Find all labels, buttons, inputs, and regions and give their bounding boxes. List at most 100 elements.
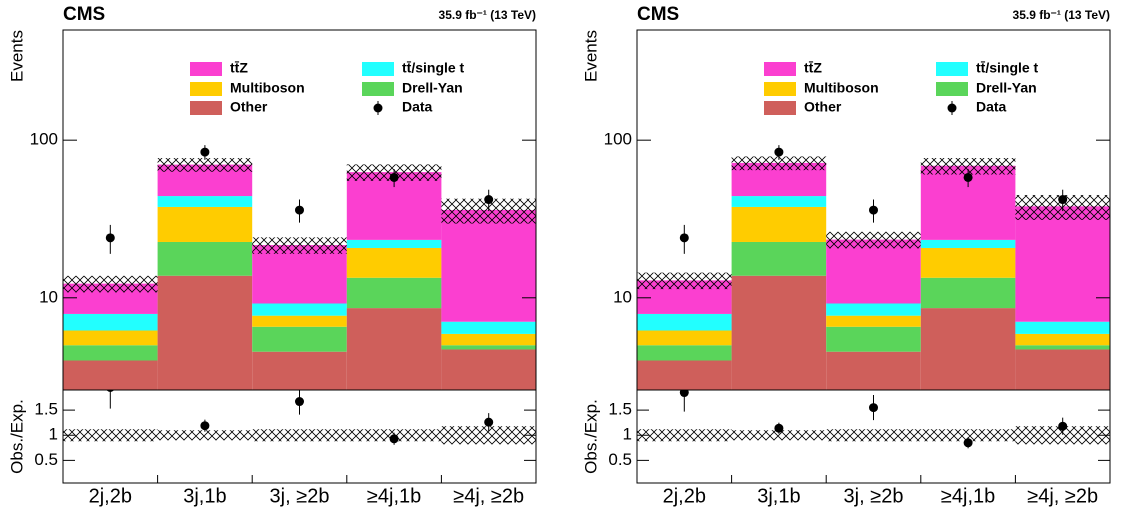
- bar-segment: [441, 349, 536, 390]
- ratio-uncertainty-band: [920, 429, 1016, 442]
- x-tick-label: ≥4j, ≥2b: [453, 485, 524, 507]
- x-tick-label: ≥4j,1b: [367, 485, 421, 507]
- legend-swatch: [936, 62, 968, 76]
- bar-segment: [441, 333, 536, 346]
- bar-segment: [1015, 333, 1110, 346]
- legend-label: tt̄Z: [230, 59, 248, 75]
- uncertainty-band: [826, 231, 921, 249]
- bar-segment: [637, 330, 732, 346]
- chart: 2j,2b 3j,1b 3j, ≥2b ≥4j,1b ≥4j, ≥2b 10 100 0.5 1…: [581, 4, 1111, 507]
- experiment-label: CMS: [63, 4, 105, 25]
- bar-segment: [731, 196, 827, 207]
- legend-swatch: [936, 82, 968, 96]
- x-tick-label: 2j,2b: [663, 485, 706, 507]
- bar-segment: [920, 239, 1016, 248]
- legend-swatch: [190, 62, 222, 76]
- bar-segment: [441, 321, 536, 334]
- bar-segment: [1015, 345, 1110, 350]
- bar-segment: [1015, 206, 1110, 322]
- main-plot: [63, 145, 536, 390]
- ratio-point: [484, 417, 494, 427]
- ratio-y-tick-label: 1.5: [34, 400, 58, 419]
- ratio-uncertainty-band: [157, 430, 253, 441]
- bar-segment: [63, 330, 158, 346]
- legend-label: Data: [402, 99, 433, 115]
- bar-segment: [920, 247, 1016, 278]
- legend-label: Drell-Yan: [402, 80, 463, 96]
- ratio-y-tick-label: 0.5: [608, 450, 632, 469]
- luminosity-label: 35.9 fb⁻¹ (13 TeV): [439, 8, 536, 22]
- bar-segment: [826, 326, 921, 352]
- data-point: [295, 205, 304, 215]
- ratio-point: [295, 397, 304, 407]
- legend-swatch: [362, 62, 394, 76]
- legend-label: tt̄/single t: [976, 59, 1039, 75]
- bar-segment: [826, 239, 921, 304]
- uncertainty-band: [920, 158, 1016, 175]
- ratio-uncertainty-band: [826, 429, 921, 442]
- y-tick-label: 100: [30, 130, 58, 149]
- ratio-uncertainty-band: [63, 429, 158, 442]
- bar-segment: [157, 275, 253, 390]
- y-tick-label: 10: [39, 287, 58, 306]
- bar-segment: [346, 247, 442, 278]
- y-tick-label: 100: [604, 130, 632, 149]
- data-point: [679, 233, 689, 243]
- legend-swatch: [362, 82, 394, 96]
- x-tick-label: 3j, ≥2b: [270, 485, 330, 507]
- x-tick-label: ≥4j, ≥2b: [1027, 485, 1098, 507]
- y-axis-label: Events: [581, 30, 600, 82]
- bar-segment: [1015, 349, 1110, 390]
- ratio-point: [1058, 421, 1068, 431]
- bar-segment: [920, 277, 1016, 309]
- ratio-point: [869, 403, 878, 413]
- ratio-point: [774, 423, 784, 433]
- legend-label: Data: [976, 99, 1007, 115]
- bar-segment: [252, 326, 347, 352]
- bar-segment: [441, 345, 536, 350]
- x-tick-label: 3j,1b: [183, 485, 226, 507]
- ratio-uncertainty-band: [441, 426, 536, 445]
- bar-segment: [346, 308, 442, 390]
- bar-segment: [252, 303, 347, 316]
- main-plot: [637, 145, 1110, 390]
- legend-swatch: [190, 101, 222, 115]
- bar-segment: [157, 196, 253, 207]
- bar-segment: [826, 351, 921, 390]
- bar-segment: [346, 277, 442, 309]
- ratio-uncertainty-band: [731, 430, 827, 441]
- x-tick-label: 3j, ≥2b: [844, 485, 904, 507]
- data-point: [1058, 195, 1068, 205]
- bar-segment: [731, 206, 827, 242]
- ratio-axis-label: Obs./Exp.: [581, 399, 600, 474]
- bar-segment: [826, 315, 921, 327]
- ratio-point: [963, 438, 973, 448]
- bar-segment: [157, 241, 253, 276]
- legend-swatch: [764, 62, 796, 76]
- bar-segment: [1015, 321, 1110, 334]
- uncertainty-band: [637, 272, 732, 290]
- bar-segment: [637, 360, 732, 390]
- bar-segment: [63, 345, 158, 361]
- ratio-uncertainty-band: [637, 429, 732, 442]
- ratio-y-tick-label: 0.5: [34, 450, 58, 469]
- legend-swatch: [764, 101, 796, 115]
- ratio-y-tick-label: 1: [49, 425, 58, 444]
- ratio-plot: [63, 390, 536, 445]
- legend-label: Other: [230, 99, 268, 115]
- bar-segment: [826, 303, 921, 316]
- bar-segment: [441, 210, 536, 322]
- y-tick-label: 10: [613, 287, 632, 306]
- x-tick-label: 2j,2b: [89, 485, 132, 507]
- bar-segment: [731, 241, 827, 276]
- x-tick-label: ≥4j,1b: [941, 485, 995, 507]
- legend-label: Multiboson: [804, 80, 879, 96]
- experiment-label: CMS: [637, 4, 679, 25]
- legend-label: Other: [804, 99, 842, 115]
- data-point: [105, 233, 115, 243]
- data-point: [484, 195, 494, 205]
- uncertainty-band: [63, 275, 158, 293]
- y-axis-label: Events: [7, 30, 26, 82]
- bar-segment: [920, 308, 1016, 390]
- data-point: [774, 147, 784, 157]
